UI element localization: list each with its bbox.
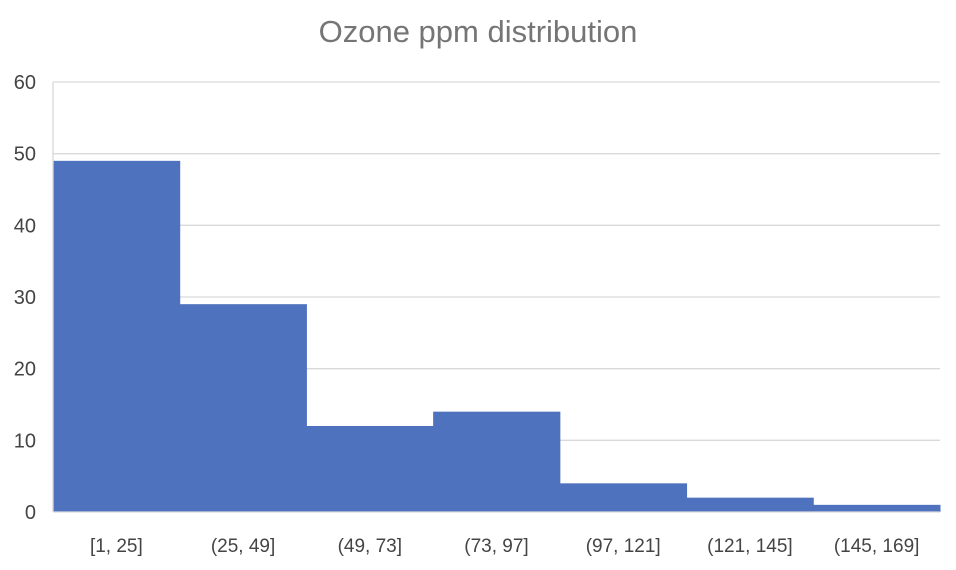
x-tick-label: (49, 73]	[338, 536, 402, 557]
y-tick-label: 0	[25, 502, 36, 524]
x-tick-label: (97, 121]	[586, 536, 661, 557]
bar	[306, 426, 434, 512]
bar	[813, 504, 941, 512]
bar	[53, 160, 181, 513]
bars	[53, 160, 941, 513]
bar	[433, 411, 561, 512]
x-tick-label: (121, 145]	[707, 536, 793, 557]
y-tick-label: 60	[14, 72, 36, 94]
y-tick-label: 50	[14, 144, 36, 166]
x-tick-label: (145, 169]	[834, 536, 920, 557]
bar	[559, 483, 688, 512]
bar	[179, 304, 307, 512]
y-tick-label: 20	[14, 359, 36, 381]
axes	[52, 82, 940, 513]
y-tick-labels: 0 10 20 30 40 50 60	[14, 72, 36, 524]
chart-title: Ozone ppm distribution	[318, 14, 638, 49]
x-tick-label: (73, 97]	[464, 536, 528, 557]
x-tick-label: (25, 49]	[211, 536, 275, 557]
y-tick-label: 40	[14, 215, 36, 237]
x-tick-labels: [1, 25] (25, 49] (49, 73] (73, 97] (97, 121]…	[90, 536, 919, 557]
y-tick-label: 30	[14, 287, 36, 309]
y-tick-label: 10	[14, 430, 36, 452]
bar	[686, 497, 814, 512]
x-tick-label: [1, 25]	[90, 536, 143, 557]
